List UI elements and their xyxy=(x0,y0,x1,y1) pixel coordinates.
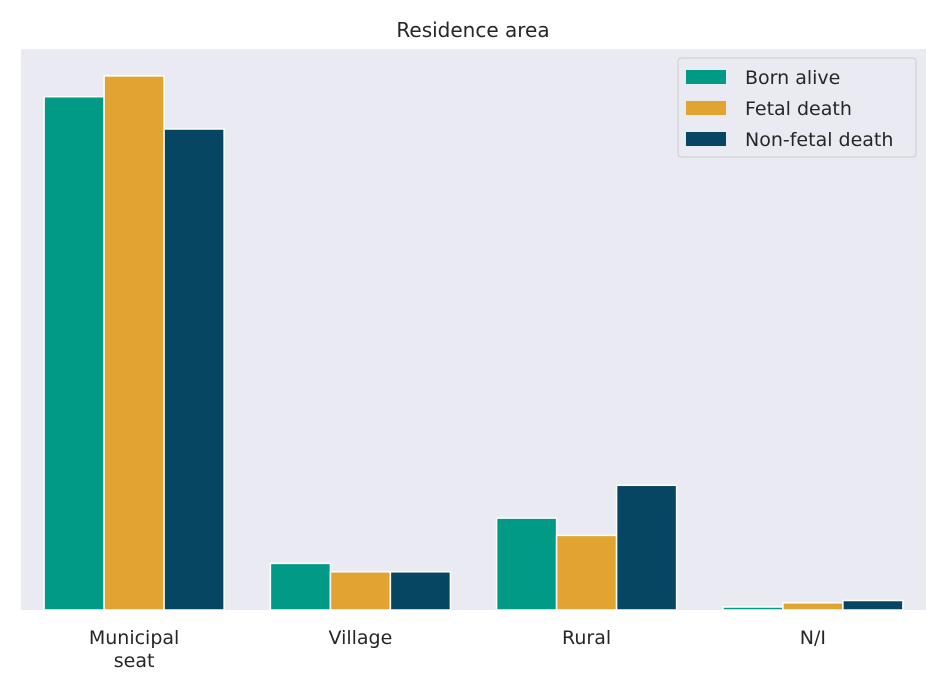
bar-born-alive-1 xyxy=(269,562,332,611)
x-tick-label: Village xyxy=(328,627,392,649)
x-tick-labels: Municipal seat Village Rural N/I xyxy=(89,627,826,672)
x-tick-label: N/I xyxy=(800,627,826,649)
x-tick-label: Municipal seat xyxy=(89,627,179,672)
legend-label: Fetal death xyxy=(745,98,852,120)
bars-group xyxy=(43,75,904,611)
bar-fetal-death-3 xyxy=(782,602,844,611)
legend-swatch xyxy=(686,101,726,115)
bar-non-fetal-death-0 xyxy=(163,128,225,611)
legend-swatch xyxy=(686,70,726,84)
legend-label: Born alive xyxy=(745,67,840,89)
bar-fetal-death-2 xyxy=(555,534,618,611)
bar-non-fetal-death-1 xyxy=(389,571,452,611)
bar-fetal-death-1 xyxy=(329,571,392,611)
legend-frame xyxy=(677,57,917,158)
bar-fetal-death-0 xyxy=(103,75,165,611)
legend: Born alive Fetal death Non-fetal death xyxy=(677,57,917,158)
bar-born-alive-3 xyxy=(722,606,784,611)
bar-non-fetal-death-3 xyxy=(842,599,904,611)
chart-title: Residence area xyxy=(396,18,549,42)
legend-swatch xyxy=(686,132,726,146)
bar-born-alive-0 xyxy=(43,95,105,611)
x-tick-label: Rural xyxy=(562,627,611,649)
bar-born-alive-2 xyxy=(495,517,558,611)
legend-label: Non-fetal death xyxy=(745,129,893,151)
bar-non-fetal-death-2 xyxy=(615,484,678,611)
